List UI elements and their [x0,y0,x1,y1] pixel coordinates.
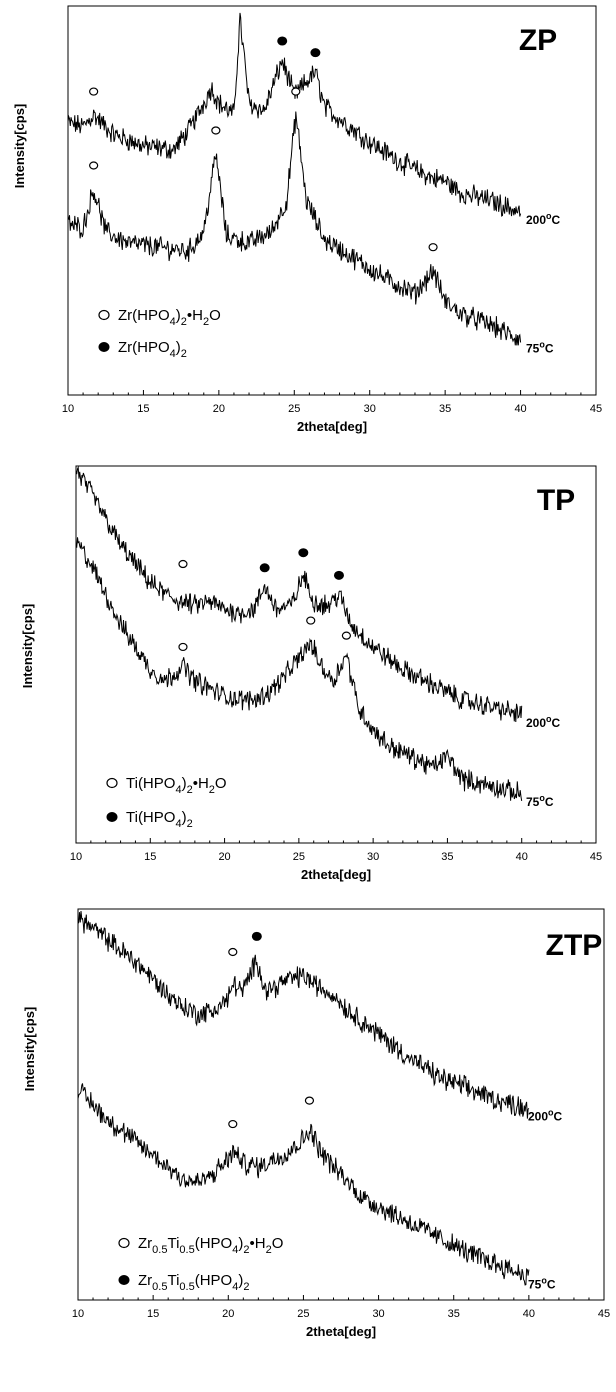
hydrate-peak-marker [211,126,221,135]
x-tick-label: 45 [590,403,602,415]
panel-label: ZP [519,24,557,57]
panel-zp: 10 15 20 25 30 35 40 45 2theta[deg] Intensity[cps… [12,5,602,434]
x-tick-label: 35 [439,403,451,415]
hydrate-peak-marker [178,642,188,652]
hydrate-peak-marker [306,616,316,625]
plot-frame [75,465,597,844]
x-tick-label: 15 [137,403,149,415]
x-tick-label: 40 [514,403,526,415]
anhydrous-peak-marker [310,48,321,58]
legend-label: Zr0.5Ti0.5(HPO4)2•H2O [138,1235,283,1256]
x-tick-label: 25 [288,403,300,415]
legend-entry: Zr(HPO4)2•H2O [98,307,221,328]
legend-entry: Zr0.5Ti0.5(HPO4)2•H2O [118,1235,283,1256]
panel-label: ZTP [546,929,603,962]
x-tick-label: 35 [448,1308,460,1320]
x-tick-label: 40 [523,1308,535,1320]
series-line-200c [78,910,530,1119]
series-label-75c: 75oC [526,340,554,356]
legend-entry: Ti(HPO4)2 [106,809,193,830]
series-label-200c: 200oC [526,211,561,227]
x-tick-label: 20 [218,851,230,863]
x-tick-label: 25 [297,1308,309,1320]
y-axis-label: Intensity[cps] [22,1007,37,1092]
y-axis-label: Intensity[cps] [12,104,27,189]
x-tick-label: 10 [62,403,74,415]
hydrate-peak-marker [89,87,99,96]
legend-symbol [98,342,110,352]
legend-label: Zr(HPO4)2•H2O [118,307,221,328]
hydrate-peak-marker [228,1119,238,1129]
anhydrous-peak-marker [251,931,262,941]
anhydrous-peak-marker [298,548,309,558]
x-tick-label: 25 [293,851,305,863]
x-tick-label: 10 [72,1308,84,1320]
panel-ztp: 10 15 20 25 30 35 40 45 2theta[deg] Intensity[cps… [22,908,610,1339]
panel-label: TP [537,484,575,517]
panel-tp: 10 15 20 25 30 35 40 45 2theta[deg] Intensity[cps… [20,465,602,882]
x-tick-label: 45 [598,1308,610,1320]
hydrate-peak-marker [89,161,99,170]
series-label-75c: 75oC [526,793,554,809]
x-axis-label: 2theta[deg] [297,419,367,434]
x-tick-label: 20 [213,403,225,415]
y-axis-label: Intensity[cps] [20,604,35,689]
x-axis-label: 2theta[deg] [306,1324,376,1339]
legend-symbol [106,812,118,822]
legend-entry: Ti(HPO4)2•H2O [106,775,227,796]
legend-symbol [98,309,110,321]
hydrate-peak-marker [228,947,238,957]
series-line-75c [68,111,522,346]
x-tick-label: 15 [147,1308,159,1320]
legend-symbol [106,777,118,789]
legend-entry: Zr(HPO4)2 [98,339,187,360]
plot-frame [67,5,597,396]
series-label-75c: 75oC [528,1276,556,1292]
x-tick-label: 30 [364,403,376,415]
anhydrous-peak-marker [277,36,288,46]
x-tick-label: 40 [516,851,528,863]
hydrate-peak-marker [341,631,351,640]
series-line-200c [76,466,523,723]
anhydrous-peak-marker [259,563,270,573]
hydrate-peak-marker [428,243,438,252]
series-label-200c: 200oC [528,1107,563,1123]
x-tick-label: 10 [70,851,82,863]
anhydrous-peak-marker [333,570,344,580]
legend-entry: Zr0.5Ti0.5(HPO4)2 [118,1272,249,1293]
x-tick-label: 30 [372,1308,384,1320]
legend-label: Zr(HPO4)2 [118,339,187,360]
x-tick-label: 45 [590,851,602,863]
x-tick-label: 15 [144,851,156,863]
legend-symbol [118,1275,130,1285]
plot-frame [77,908,605,1301]
legend-label: Ti(HPO4)2 [126,809,193,830]
legend-symbol [118,1237,130,1249]
legend-label: Ti(HPO4)2•H2O [126,775,227,796]
series-line-75c [78,1083,530,1286]
series-line-75c [76,537,523,801]
series-line-200c [68,12,522,217]
hydrate-peak-marker [291,87,301,96]
x-axis-label: 2theta[deg] [301,867,371,882]
x-tick-label: 30 [367,851,379,863]
x-tick-label: 20 [222,1308,234,1320]
x-tick-label: 35 [441,851,453,863]
legend-label: Zr0.5Ti0.5(HPO4)2 [138,1272,249,1293]
series-label-200c: 200oC [526,714,561,730]
hydrate-peak-marker [178,559,188,569]
hydrate-peak-marker [304,1096,315,1105]
